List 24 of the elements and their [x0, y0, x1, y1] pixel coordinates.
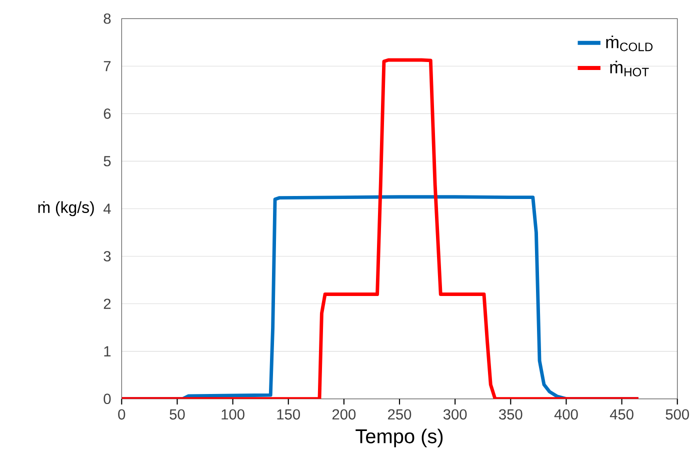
y-tick-label: 0: [104, 394, 111, 404]
y-tick-label: 8: [104, 14, 111, 24]
legend-label: ṁ$_{HOT}$: [610, 60, 649, 77]
x-tick-label: 0: [118, 409, 126, 420]
x-tick-label: 450: [610, 409, 634, 420]
x-tick-label: 250: [388, 409, 412, 420]
x-tick-label: 200: [332, 409, 356, 420]
y-tick-label: 5: [104, 156, 111, 166]
y-tick-label: 7: [104, 61, 111, 72]
x-tick-label: 500: [666, 409, 689, 420]
y-tick-label: 4: [103, 204, 111, 214]
x-tick-label: 100: [222, 409, 244, 420]
x-tick-label: 50: [170, 409, 185, 420]
y-axis-title: ṁ (kg/s): [38, 201, 94, 216]
y-tick-label: 1: [104, 346, 111, 357]
legend-label: ṁ$_{COLD}$: [606, 36, 653, 52]
x-tick-label: 400: [554, 409, 578, 420]
x-tick-label: 350: [499, 409, 522, 420]
y-tick-label: 2: [104, 298, 111, 310]
y-tick-label: 3: [104, 251, 111, 262]
x-axis-title: Tempo (s): [356, 428, 443, 448]
y-tick-label: 6: [104, 108, 111, 120]
x-tick-label: 300: [443, 409, 467, 420]
x-tick-label: 150: [277, 409, 300, 420]
